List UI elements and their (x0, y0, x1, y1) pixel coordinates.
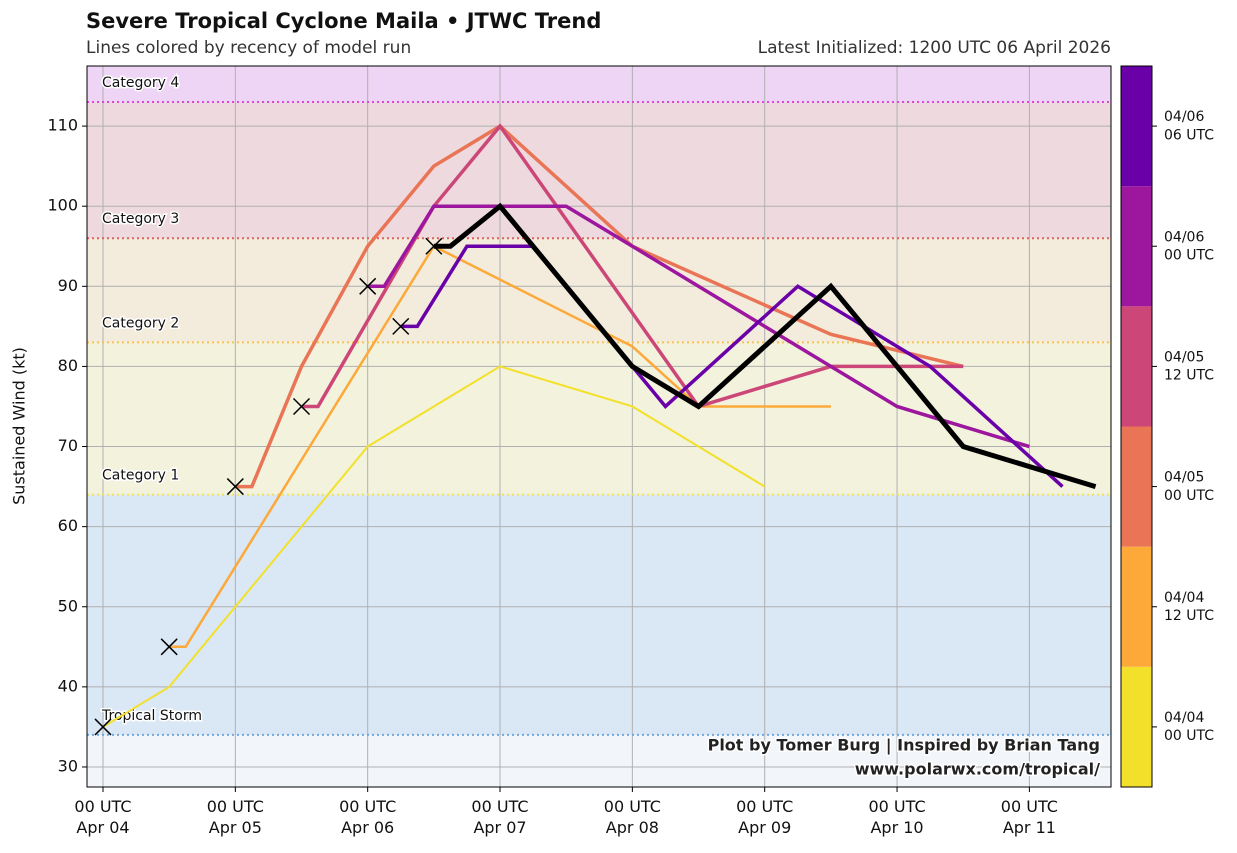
colorbar-segment (1121, 546, 1152, 667)
init-marker (94, 718, 112, 736)
threshold-label: Tropical Storm (101, 708, 202, 724)
colorbar-label: 04/04 00 UTC (1164, 710, 1214, 744)
x-tick-label: 00 UTC Apr 08 (604, 797, 661, 837)
threshold-label: Category 2 (102, 315, 179, 331)
colorbar-label: 04/05 00 UTC (1164, 470, 1214, 504)
x-tick-label: 00 UTC Apr 05 (207, 797, 264, 837)
y-tick-label: 80 (58, 356, 78, 375)
colorbar-frame (1120, 65, 1153, 788)
trend-line (433, 202, 1097, 489)
init-marker (392, 317, 410, 335)
y-tick-label: 50 (58, 596, 78, 615)
init-marker (226, 478, 244, 496)
colorbar-label: 04/05 12 UTC (1164, 349, 1214, 383)
trend-line (235, 123, 964, 489)
plot-frame (86, 65, 1112, 788)
x-tick-label: 00 UTC Apr 09 (736, 797, 793, 837)
colorbar-label: 04/04 12 UTC (1164, 590, 1214, 624)
x-tick-label: 00 UTC Apr 10 (868, 797, 925, 837)
colorbar-label: 04/06 06 UTC (1164, 109, 1214, 143)
y-tick-label: 70 (58, 436, 78, 455)
y-tick-label: 90 (58, 276, 78, 295)
x-tick-label: 00 UTC Apr 07 (471, 797, 528, 837)
init-marker (425, 237, 443, 255)
trend-line (169, 244, 831, 649)
init-marker (359, 277, 377, 295)
category-band (87, 66, 1111, 103)
colorbar-segment (1121, 66, 1152, 187)
y-tick-label: 30 (58, 756, 78, 775)
x-tick-label: 00 UTC Apr 06 (339, 797, 396, 837)
threshold-label: Category 1 (102, 468, 179, 484)
x-tick-label: 00 UTC Apr 04 (74, 797, 131, 837)
init-marker (292, 397, 311, 416)
y-tick-label: 60 (58, 516, 78, 535)
init-annotation: Latest Initialized: 1200 UTC 06 April 20… (758, 38, 1111, 58)
colorbar-segment (1121, 666, 1152, 787)
threshold-label: Category 4 (102, 75, 179, 91)
colorbar-segment (1121, 306, 1152, 427)
chart-subtitle: Lines colored by recency of model run (86, 38, 411, 58)
init-marker (160, 638, 178, 656)
band (87, 66, 1111, 787)
plot-area: Tropical Storm Category 1 Category 2 Catego… (82, 65, 1112, 792)
credit: www.polarwx.com/tropical/ (855, 760, 1100, 779)
category-band (87, 494, 1111, 735)
y-axis-label: Sustained Wind (kt) (10, 347, 29, 505)
chart-title: Severe Tropical Cyclone Maila • JTWC Tre… (86, 9, 601, 33)
colorbar-segment (1121, 426, 1152, 547)
colorbar-segment (1121, 186, 1152, 307)
y-tick-label: 40 (58, 676, 78, 695)
credit: Plot by Tomer Burg | Inspired by Brian T… (708, 736, 1100, 756)
x-tick-label: 00 UTC Apr 11 (1001, 797, 1058, 837)
colorbar-label: 04/06 00 UTC (1164, 229, 1214, 263)
y-tick-label: 100 (47, 196, 78, 215)
trend-line (367, 204, 1030, 449)
trend-line (102, 365, 766, 728)
threshold-label: Category 3 (102, 211, 179, 227)
y-tick-label: 110 (47, 116, 78, 135)
